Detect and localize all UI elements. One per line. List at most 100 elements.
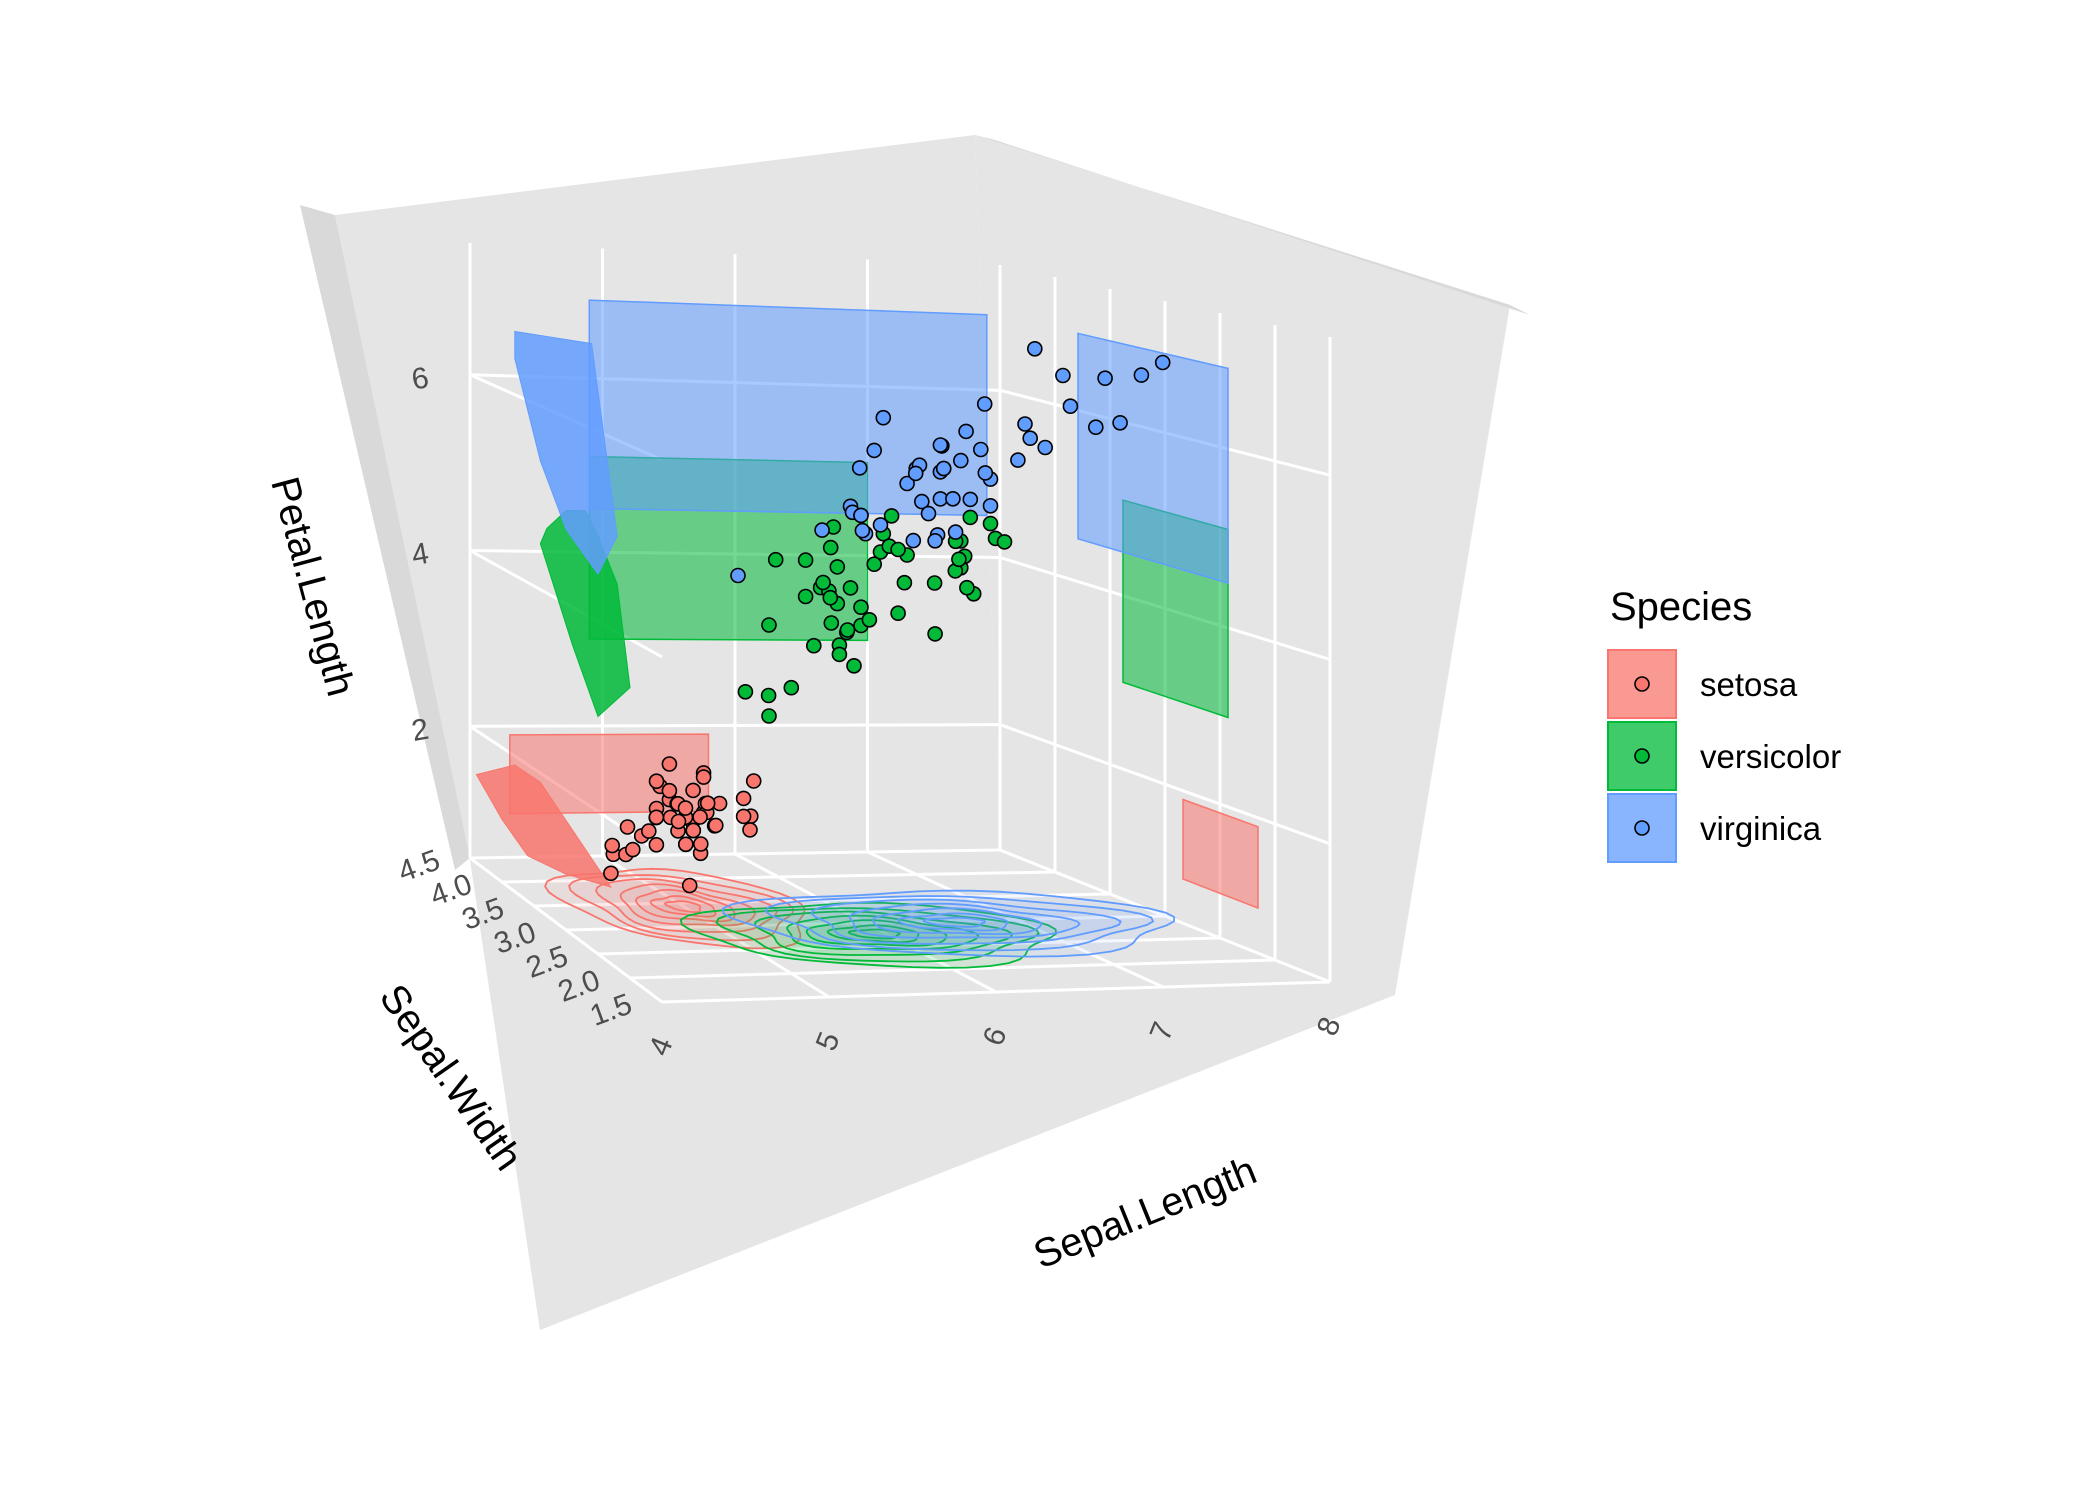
point-versicolor [761, 617, 777, 633]
back-wall-edge [300, 205, 470, 870]
point-versicolor [962, 509, 979, 526]
point-versicolor [822, 539, 839, 556]
point-setosa [648, 809, 665, 826]
point-versicolor [767, 551, 784, 568]
point-virginica [1010, 452, 1026, 468]
density-contour-virginica [810, 898, 1122, 945]
point-virginica [920, 505, 937, 522]
point-virginica [814, 522, 830, 538]
point-virginica [875, 409, 892, 426]
point-virginica [851, 460, 868, 476]
point-versicolor [831, 646, 848, 663]
point-setosa [745, 773, 762, 789]
point-setosa [604, 837, 621, 854]
grid-line-floor-y [661, 980, 1331, 1004]
legend-label-versicolor: versicolor [1700, 738, 1841, 775]
point-virginica [958, 423, 974, 440]
point-setosa [735, 808, 752, 825]
hull-projection-virginica [514, 330, 618, 575]
density-contour-setosa [663, 900, 702, 913]
point-versicolor [842, 580, 859, 596]
hull-projections [475, 330, 631, 888]
range-band-side-virginica [1077, 332, 1229, 585]
point-versicolor [761, 708, 777, 724]
point-virginica [1017, 416, 1033, 432]
point-virginica [952, 452, 969, 469]
point-versicolor [927, 626, 943, 642]
point-versicolor [926, 575, 943, 591]
density-contour-virginica [722, 889, 1176, 958]
point-setosa [681, 877, 698, 894]
point-virginica [927, 532, 943, 549]
point-virginica [1037, 439, 1053, 456]
density-contour-virginica [897, 912, 1009, 932]
point-versicolor [861, 611, 878, 628]
point-virginica [935, 460, 952, 477]
point-setosa [670, 813, 687, 830]
point-versicolor [797, 588, 814, 605]
point-virginica [853, 507, 869, 524]
point-versicolor [760, 687, 777, 704]
point-versicolor [896, 574, 913, 591]
point-virginica [982, 497, 999, 514]
point-setosa [648, 836, 665, 853]
legend: Species setosa versicolor virginica [1607, 585, 1841, 863]
hull-projection-setosa [475, 764, 612, 888]
point-versicolor [853, 599, 869, 616]
point-virginica [932, 437, 949, 453]
point-virginica [1154, 354, 1171, 371]
z-axis-title: Petal.Length [262, 472, 363, 700]
point-versicolor [890, 541, 906, 558]
legend-key-point-versicolor [1634, 748, 1650, 764]
point-setosa [695, 769, 712, 785]
point-virginica [872, 517, 889, 533]
point-virginica [907, 465, 924, 482]
point-setosa [742, 822, 758, 838]
point-versicolor [951, 551, 967, 568]
point-setosa [685, 822, 702, 839]
point-virginica [1112, 414, 1128, 431]
legend-key-point-setosa [1634, 676, 1650, 692]
point-virginica [854, 522, 871, 539]
z-tick-label: 4 [409, 537, 431, 572]
point-virginica [1133, 367, 1150, 383]
data-points [603, 340, 1171, 894]
point-setosa [648, 773, 665, 790]
point-setosa [692, 809, 708, 825]
point-versicolor [982, 515, 999, 532]
range-band-side-setosa [1182, 798, 1259, 910]
point-versicolor [996, 534, 1013, 550]
point-versicolor [805, 637, 822, 654]
point-setosa [677, 800, 694, 816]
point-versicolor [839, 622, 856, 638]
density-contour-virginica [922, 916, 987, 928]
density-contour-setosa [635, 888, 736, 923]
point-setosa [661, 782, 678, 799]
point-virginica [1097, 370, 1113, 387]
z-tick-label: 2 [409, 713, 431, 748]
point-virginica [1055, 367, 1071, 384]
point-virginica [1088, 419, 1104, 436]
z-tick-label: 6 [409, 361, 431, 396]
point-setosa [735, 790, 752, 807]
point-versicolor [797, 552, 814, 568]
point-virginica [962, 491, 979, 508]
point-virginica [977, 465, 994, 481]
grid-line-floor-y [629, 958, 1276, 980]
point-virginica [947, 524, 964, 540]
density-contours [544, 867, 1176, 969]
point-setosa [707, 817, 724, 834]
point-versicolor [823, 615, 840, 631]
point-setosa [603, 865, 619, 882]
point-setosa [685, 782, 701, 799]
point-versicolor [815, 574, 831, 591]
legend-label-setosa: setosa [1700, 666, 1798, 703]
point-virginica [1062, 398, 1079, 415]
x-axis-title: Sepal.Length [1028, 1148, 1263, 1277]
point-virginica [913, 493, 930, 510]
grid-line-side-z [999, 723, 1331, 846]
legend-key-point-virginica [1634, 820, 1650, 836]
point-versicolor [959, 579, 975, 596]
point-virginica [945, 490, 961, 507]
